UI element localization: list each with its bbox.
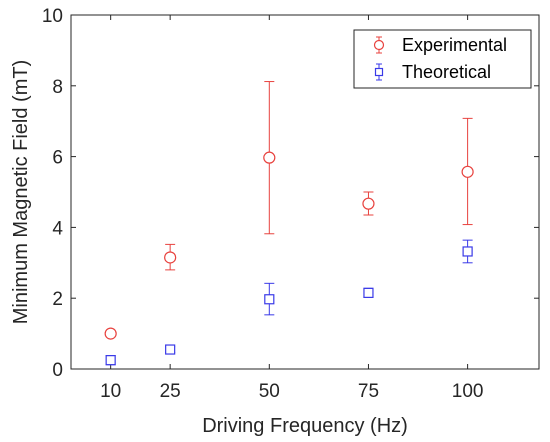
data-point [104,327,117,340]
legend-label: Theoretical [402,62,491,82]
square-marker [105,355,116,366]
y-tick-label: 6 [52,148,63,169]
circle-marker [461,165,474,178]
series-theoretical [105,239,473,366]
square-marker [462,246,473,257]
y-tick-label: 4 [52,218,63,239]
y-tick-label: 8 [52,77,63,98]
x-tick-label: 50 [259,381,280,402]
data-point [165,344,176,355]
legend-label: Experimental [402,35,507,55]
data-point [105,355,116,366]
data-point [263,81,276,235]
data-point [264,282,275,316]
x-tick-label: 75 [358,381,379,402]
square-marker [363,287,374,298]
legend-entry: Experimental [373,35,507,55]
circle-marker [263,151,276,164]
x-axis-title: Driving Frequency (Hz) [202,415,408,437]
legend-square-marker [374,67,384,77]
x-axis: 10 25 50 75 100 [100,15,483,402]
y-axis-title: Minimum Magnetic Field (mT) [10,60,32,324]
legend-box [353,29,532,89]
circle-marker [104,327,117,340]
x-tick-label: 100 [452,381,484,402]
data-point [462,239,473,264]
x-tick-label: 25 [160,381,181,402]
series-experimental [104,81,474,340]
y-tick-label: 10 [42,6,63,27]
square-marker [165,344,176,355]
y-tick-label: 2 [52,289,63,310]
data-point [362,191,375,216]
circle-marker [164,251,177,264]
legend-entry: Theoretical [374,62,491,82]
legend-circle-marker [373,39,385,51]
circle-marker [362,197,375,210]
square-marker [264,294,275,305]
data-series [104,81,474,366]
data-point [461,117,474,226]
data-point [164,243,177,271]
data-point [363,287,374,298]
legend: Experimental Theoretical [353,29,532,89]
y-axis: 0 2 4 6 8 10 [42,6,539,381]
y-tick-label: 0 [52,360,63,381]
x-tick-label: 10 [100,381,121,402]
